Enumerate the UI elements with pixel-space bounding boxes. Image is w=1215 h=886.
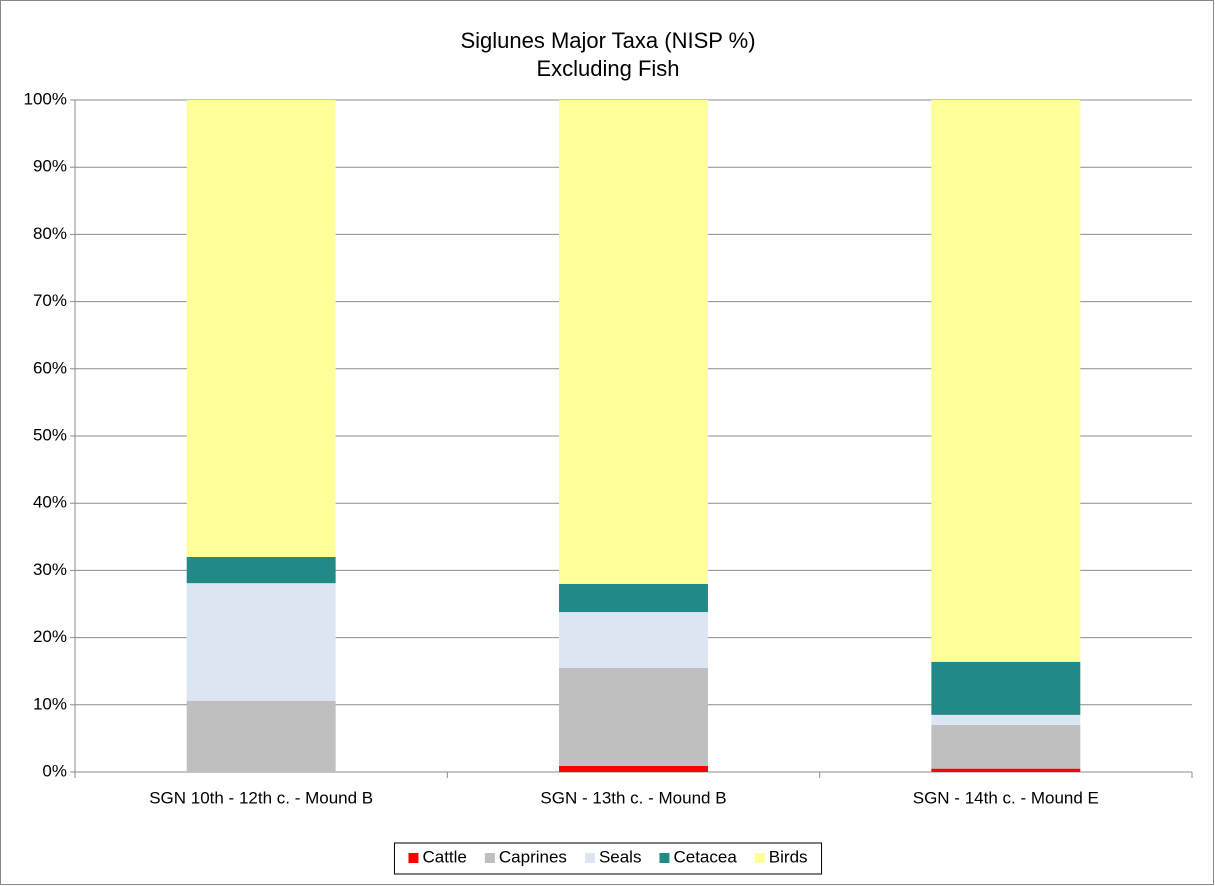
y-tick-label: 0% [42,761,67,780]
chart-title: Siglunes Major Taxa (NISP %) [460,28,755,53]
y-tick-label: 50% [33,425,67,444]
legend-swatch [754,853,765,863]
legend-swatch [584,853,595,863]
y-tick-label: 100% [24,89,67,108]
y-tick-label: 60% [33,358,67,377]
legend-swatch [484,853,495,863]
y-tick-label: 80% [33,224,67,243]
legend-swatch [659,853,670,863]
legend-label: Birds [769,847,808,866]
bar-segment [931,661,1081,715]
x-tick-label: SGN - 14th c. - Mound E [913,788,1099,807]
y-tick-label: 20% [33,627,67,646]
bar-segment [186,700,336,772]
bar-segment [559,765,708,772]
y-tick-label: 30% [33,560,67,579]
x-tick-label: SGN - 13th c. - Mound B [540,788,726,807]
legend-label: Seals [599,847,642,866]
bar-segment [559,667,708,766]
legend-label: Cetacea [673,847,737,866]
bar-segment [931,724,1081,769]
y-tick-label: 70% [33,291,67,310]
y-tick-label: 40% [33,493,67,512]
legend: Cattle Caprines Seals Cetacea Birds [393,842,823,875]
legend-label: Caprines [499,847,567,866]
x-tick-label: SGN 10th - 12th c. - Mound B [149,788,373,807]
bar-segment [931,714,1081,725]
legend-box [393,842,823,875]
y-tick-label: 90% [33,157,67,176]
bar-segment [559,583,708,613]
bar-segment [186,100,336,557]
legend-swatch [408,853,419,863]
legend-label: Cattle [422,847,466,866]
bar-segment [931,768,1081,772]
bar-segment [186,556,336,584]
y-tick-label: 10% [33,694,67,713]
bar-segment [186,583,336,701]
bar-segment [559,100,708,584]
chart-subtitle: Excluding Fish [536,56,679,81]
bar-segment [559,612,708,668]
bar-segment [931,100,1081,662]
